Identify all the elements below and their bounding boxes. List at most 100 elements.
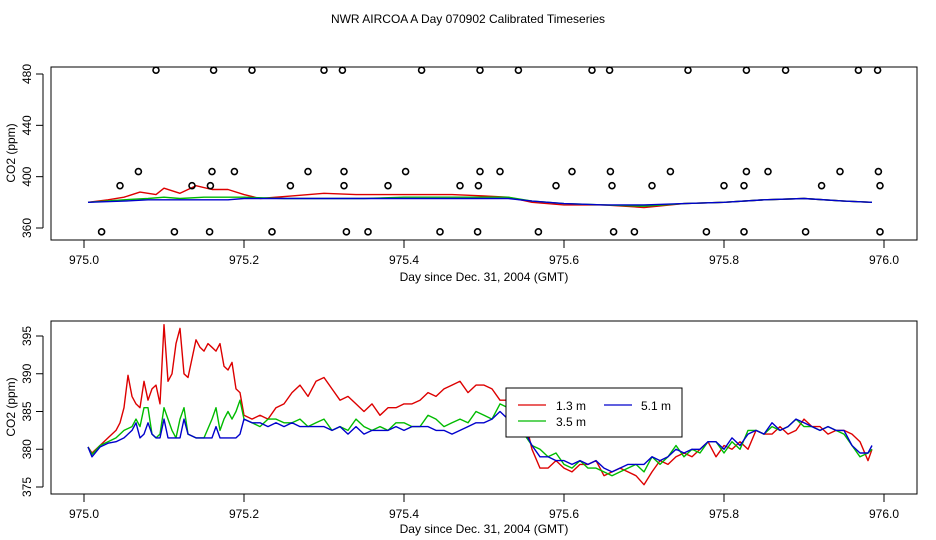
calibration-point [742,66,751,74]
calibration-point [606,167,615,176]
series-line-5-1-m [87,410,873,473]
calibration-point [476,66,484,74]
calibration-point [286,181,295,190]
calibration-point [588,66,596,74]
calibration-point [248,66,256,74]
calibration-point [456,181,464,190]
bottom-x-axis-label: Day since Dec. 31, 2004 (GMT) [400,522,569,536]
y-tick-label: 400 [20,166,34,186]
calibration-point [666,167,675,176]
calibration-point [740,228,748,236]
calibration-point [874,167,883,176]
calibration-point [534,228,543,236]
calibration-point [268,228,276,236]
calibration-point [648,181,656,190]
x-tick-label: 975.4 [389,507,419,521]
y-tick-label: 375 [20,477,34,497]
calibration-point [702,228,711,236]
calibration-point [801,228,810,236]
x-tick-label: 976.0 [869,253,899,267]
bottom-x-axis: 975.0 975.2 975.4 975.6 975.8 976.0 [69,493,899,521]
calibration-point [609,228,618,236]
y-tick-label: 390 [20,363,34,383]
calibration-point [476,167,484,176]
calibration-point [170,228,179,236]
calibration-point [740,181,748,190]
x-tick-label: 975.6 [549,507,579,521]
calibration-point [764,167,772,176]
legend-box [505,387,683,438]
legend-label-5-1m: 5.1 m [641,399,671,413]
calibration-point [608,181,616,190]
calibration-point [205,228,214,236]
calibration-point [338,66,347,74]
bottom-y-axis: 375 380 385 390 395 [20,326,44,497]
calibration-point [134,167,143,176]
calibration-point [552,181,560,190]
calibration-point [152,66,160,74]
calibration-point [742,167,751,176]
calibration-point [854,66,863,74]
calibration-point [781,66,790,74]
calibration-point [720,181,728,190]
x-tick-label: 975.0 [69,507,99,521]
x-tick-label: 975.2 [229,507,259,521]
calibration-point [876,181,884,190]
legend-label-3-5m: 3.5 m [556,415,586,429]
calibration-point [684,66,692,74]
top-calibration-points [97,66,884,236]
calibration-point [206,181,215,190]
y-tick-label: 385 [20,401,34,421]
calibration-point [320,66,328,74]
x-tick-label: 975.8 [709,253,739,267]
top-y-axis-label: CO2 (ppm) [4,123,18,182]
y-tick-label: 440 [20,115,34,135]
calibration-point [209,66,218,74]
calibration-point [230,167,239,176]
calibration-point [208,167,216,176]
calibration-point [568,167,576,176]
calibration-point [342,228,351,236]
top-plot-frame [50,66,918,241]
x-tick-label: 975.8 [709,507,739,521]
bottom-series-lines [87,324,873,486]
calibration-point [97,228,106,236]
bottom-panel: 975.0 975.2 975.4 975.6 975.8 976.0 375 380 385… [4,320,918,536]
calibration-point [630,228,639,236]
series-line-1-3-m [87,324,873,486]
top-panel: 975.0 975.2 975.4 975.6 975.8 976.0 360 400 440… [4,64,918,284]
calibration-point [304,167,312,176]
top-x-axis-label: Day since Dec. 31, 2004 (GMT) [400,270,569,284]
calibration-point [836,167,844,176]
calibration-point [401,167,410,176]
bottom-plot-frame [50,320,918,495]
calibration-point [473,228,482,236]
calibration-point [496,167,504,176]
series-line-5-1-m [87,197,873,206]
top-series-lines [87,184,873,209]
calibration-point [474,181,483,190]
calibration-point [188,181,196,190]
y-tick-label: 480 [20,64,34,84]
series-line-3-5-m [87,399,873,477]
calibration-point [605,66,614,74]
calibration-point [340,181,348,190]
calibration-point [364,228,372,236]
legend: 1.3 m 3.5 m 5.1 m [505,387,683,438]
calibration-point [340,167,348,176]
y-tick-label: 380 [20,439,34,459]
bottom-y-axis-label: CO2 (ppm) [4,377,18,436]
top-y-axis: 360 400 440 480 [20,64,44,238]
calibration-point [436,228,444,236]
x-tick-label: 976.0 [869,507,899,521]
x-tick-label: 975.4 [389,253,419,267]
chart-title: NWR AIRCOA A Day 070902 Calibrated Times… [331,12,605,26]
calibration-point [514,66,523,74]
y-tick-label: 360 [20,218,34,238]
calibration-point [876,228,884,236]
calibration-point [873,66,882,74]
x-tick-label: 975.2 [229,253,259,267]
x-tick-label: 975.0 [69,253,99,267]
calibration-point [116,181,124,190]
